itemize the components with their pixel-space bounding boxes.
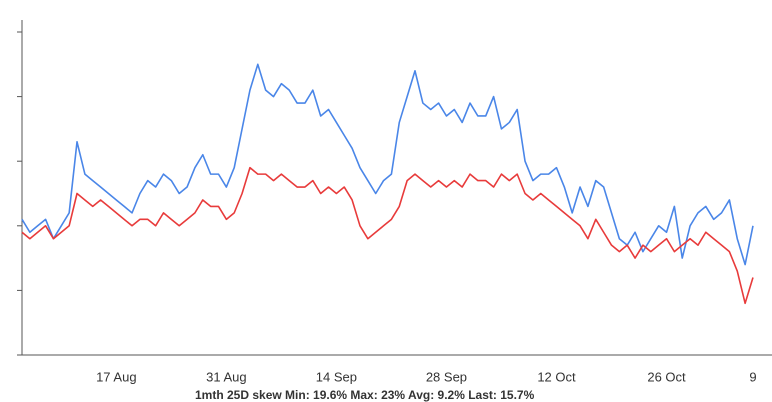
caption: 1mth 25D skew Min: 19.6% Max: 23% Avg: 9… (195, 388, 535, 402)
x-tick-label: 17 Aug (96, 369, 137, 384)
x-tick-label: 28 Sep (426, 369, 467, 384)
x-tick-label: 26 Oct (647, 369, 686, 384)
x-tick-label: 31 Aug (206, 369, 247, 384)
line-series (21, 63, 754, 266)
line-series (21, 166, 754, 305)
x-tick-label: 12 Oct (537, 369, 576, 384)
x-tick-label: 9 (749, 369, 756, 384)
x-tick-label: 14 Sep (316, 369, 357, 384)
